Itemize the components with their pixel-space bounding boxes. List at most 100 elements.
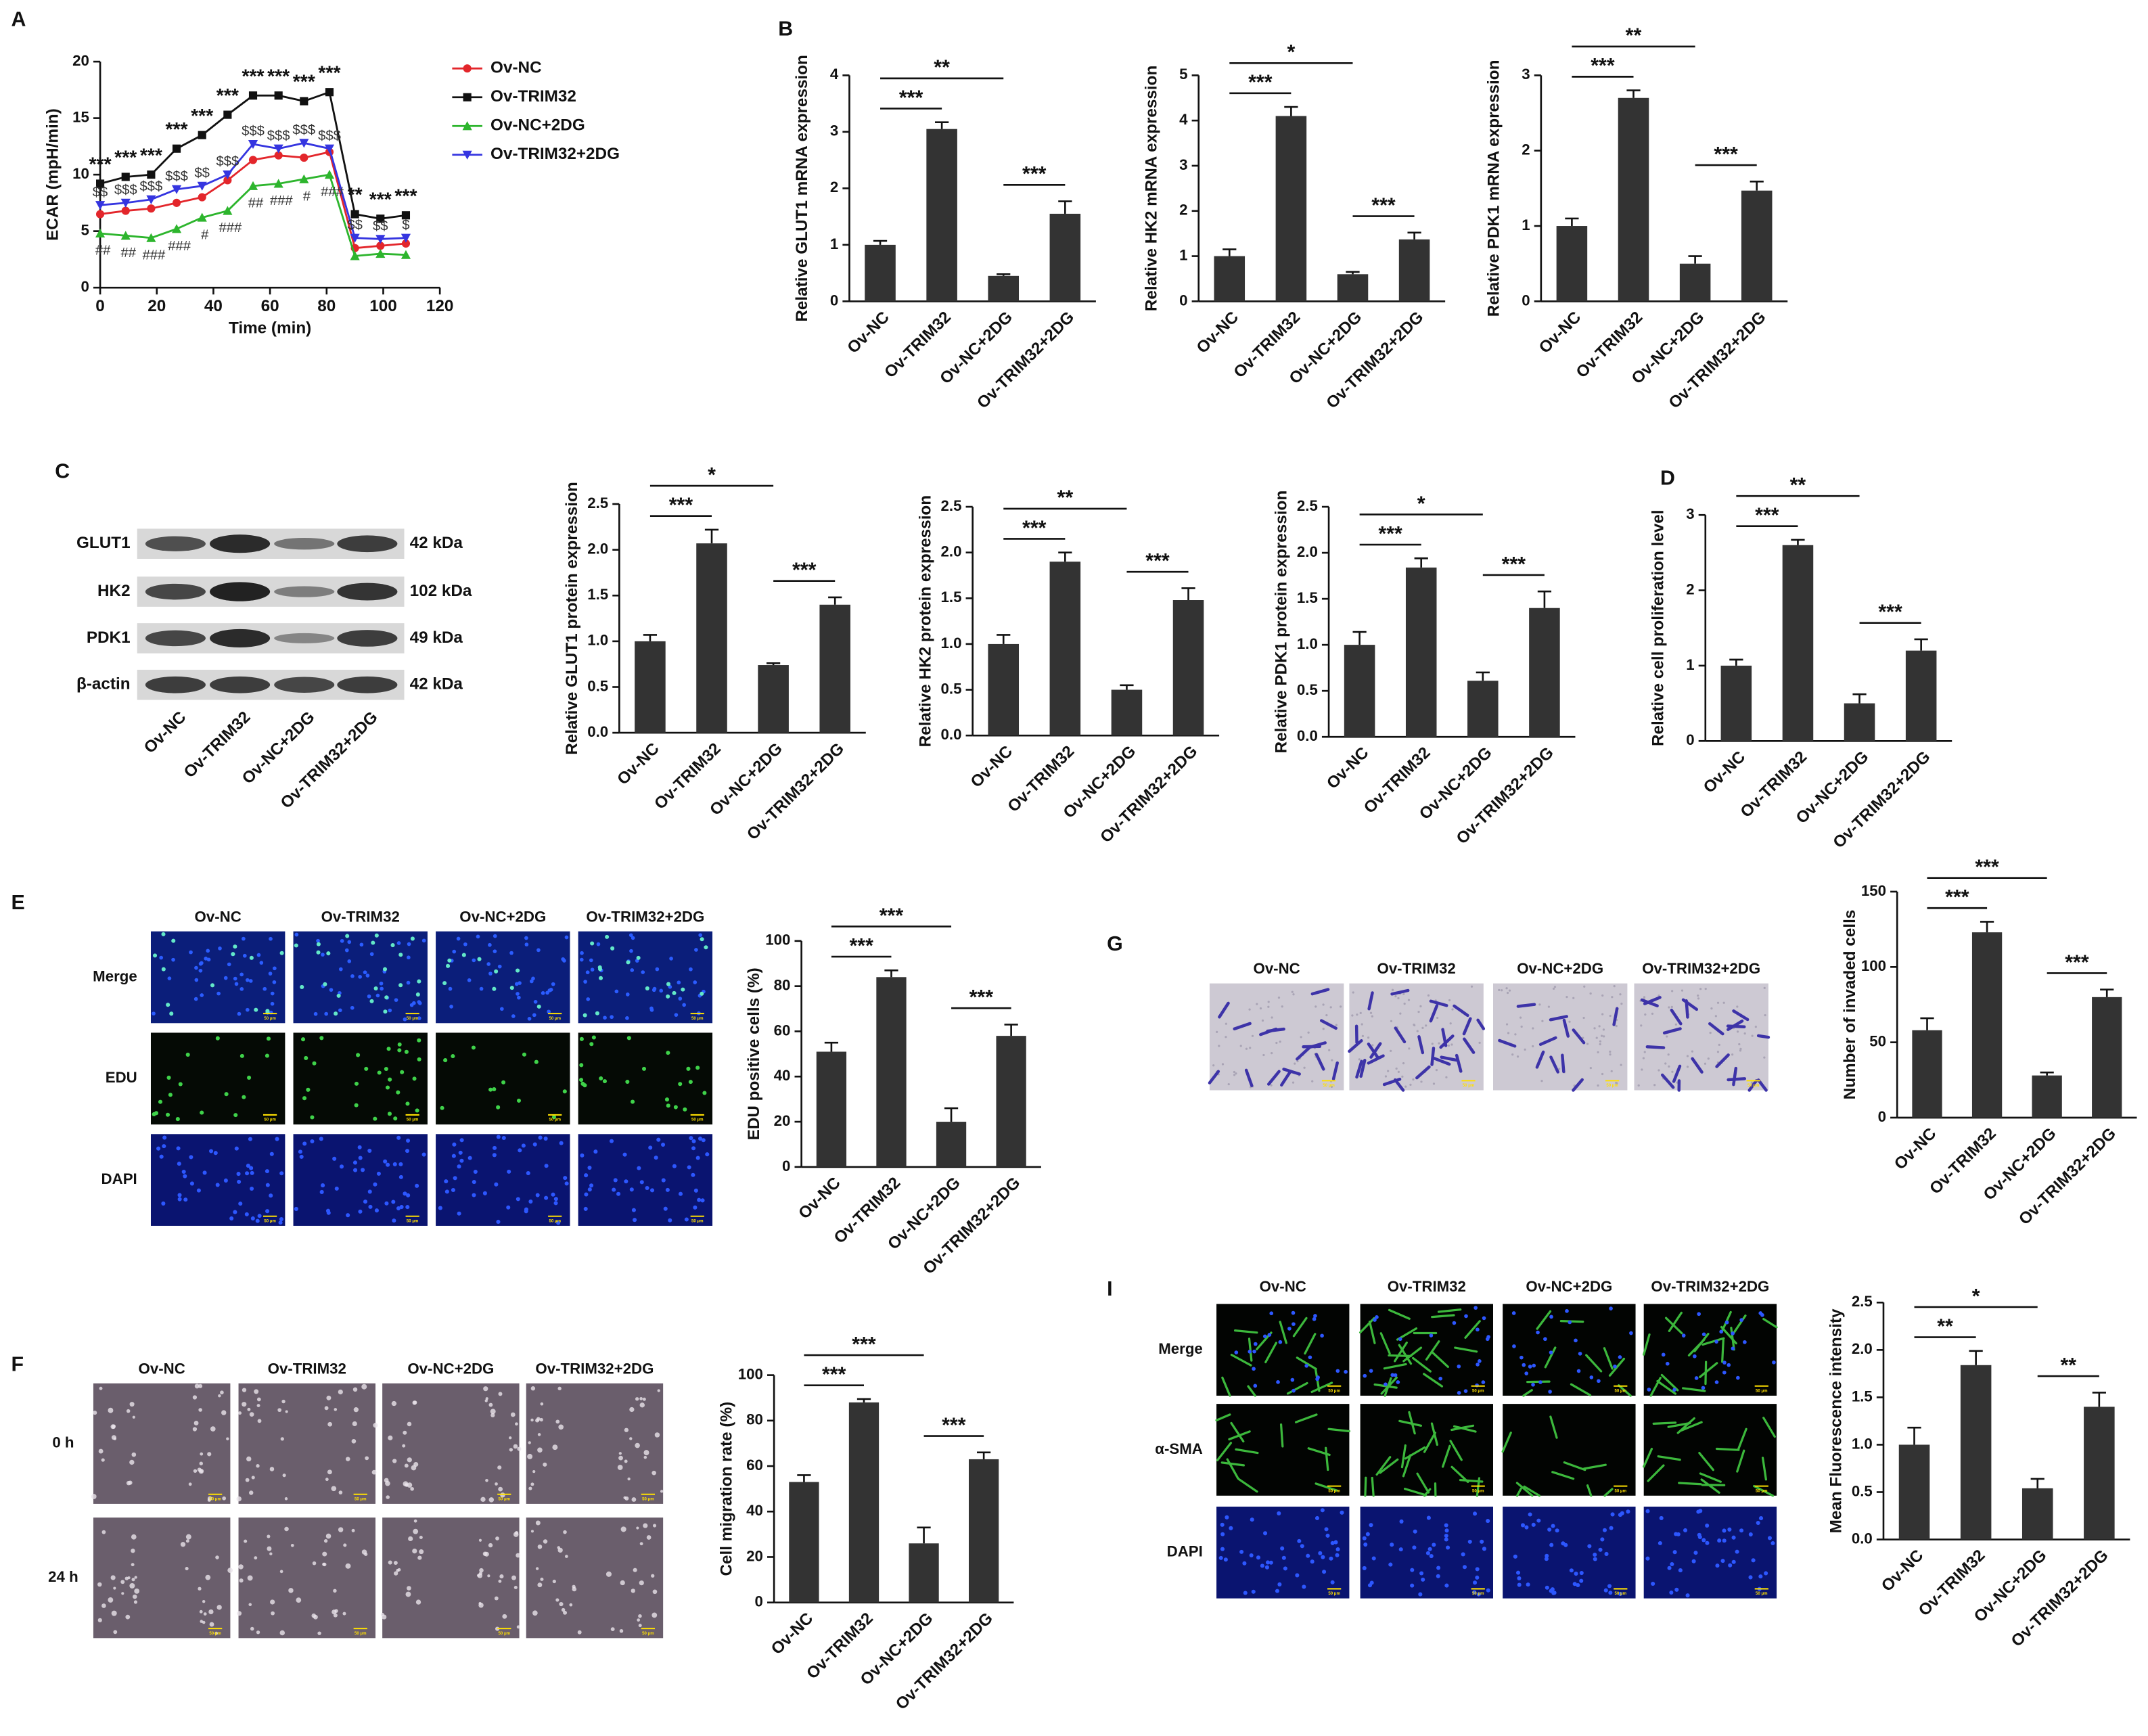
cell bbox=[621, 1526, 626, 1532]
cell bbox=[101, 1603, 106, 1608]
cell bbox=[524, 1209, 528, 1213]
cell bbox=[517, 996, 521, 1000]
cell bbox=[1568, 1321, 1572, 1325]
cell bbox=[1277, 1511, 1281, 1515]
bar bbox=[988, 276, 1019, 302]
annotation: $$$ bbox=[267, 129, 290, 143]
cell bbox=[522, 1053, 526, 1057]
cell bbox=[1306, 1554, 1310, 1558]
cell bbox=[593, 1149, 597, 1153]
cell bbox=[306, 1088, 310, 1092]
scale-bar-label: 50 μm bbox=[1463, 1084, 1475, 1088]
cell bbox=[579, 1078, 583, 1082]
bar bbox=[1344, 645, 1375, 737]
cell bbox=[1300, 1544, 1304, 1548]
cell bbox=[298, 1149, 302, 1153]
point bbox=[300, 97, 308, 105]
annotation: $$$ bbox=[292, 122, 315, 137]
cell bbox=[1743, 1340, 1747, 1344]
cell bbox=[1697, 997, 1699, 999]
cell bbox=[198, 1587, 201, 1591]
cell bbox=[101, 1458, 105, 1461]
cell bbox=[1450, 1043, 1453, 1045]
cell bbox=[1398, 1337, 1402, 1341]
cell bbox=[1486, 1519, 1490, 1523]
cell bbox=[1262, 1054, 1264, 1056]
bar bbox=[1529, 608, 1560, 737]
cell bbox=[1451, 1008, 1453, 1010]
cell bbox=[643, 1450, 649, 1455]
cell bbox=[327, 1211, 331, 1215]
cell bbox=[1674, 1588, 1678, 1592]
cell bbox=[1316, 1375, 1320, 1379]
cell bbox=[1330, 1006, 1332, 1008]
cell bbox=[257, 1404, 260, 1407]
cell bbox=[700, 937, 704, 941]
cell bbox=[112, 1425, 116, 1429]
cell bbox=[629, 1437, 632, 1440]
panel-letter: C bbox=[55, 460, 70, 482]
cell bbox=[1755, 1026, 1757, 1028]
cell bbox=[495, 1536, 499, 1540]
cell bbox=[189, 1482, 192, 1486]
cell bbox=[340, 1164, 344, 1168]
cell bbox=[1643, 1057, 1645, 1059]
cell bbox=[1506, 1023, 1508, 1025]
panel-letter: F bbox=[11, 1353, 24, 1375]
cell bbox=[569, 1603, 572, 1607]
cell bbox=[97, 1582, 101, 1586]
cell bbox=[487, 1574, 490, 1577]
cell bbox=[1536, 1331, 1540, 1335]
cell bbox=[606, 1572, 612, 1577]
cell bbox=[312, 1061, 316, 1066]
y-axis-label: EDU positive cells (%) bbox=[745, 967, 763, 1140]
cell bbox=[541, 991, 545, 995]
cell bbox=[417, 1556, 421, 1560]
point bbox=[173, 145, 181, 153]
cell bbox=[528, 1487, 532, 1490]
cell bbox=[1476, 1567, 1480, 1571]
cell bbox=[638, 1614, 642, 1618]
x-tick-label: 80 bbox=[317, 297, 336, 315]
cell bbox=[413, 1529, 418, 1534]
bar bbox=[817, 1052, 846, 1167]
cell bbox=[506, 1206, 510, 1210]
significance-label: ** bbox=[1937, 1315, 1953, 1338]
cell bbox=[265, 1053, 269, 1057]
y-tick-label: 3 bbox=[1179, 156, 1187, 173]
cell bbox=[534, 1000, 538, 1004]
cell bbox=[1396, 1068, 1398, 1070]
cell bbox=[639, 1580, 644, 1585]
cell bbox=[589, 1042, 593, 1046]
y-tick-label: 4 bbox=[830, 66, 839, 83]
cell bbox=[536, 949, 541, 953]
cell bbox=[1300, 1036, 1302, 1038]
cell bbox=[200, 1453, 203, 1456]
cell bbox=[339, 967, 343, 972]
cell bbox=[1409, 1084, 1411, 1086]
cell bbox=[1613, 1365, 1617, 1369]
cell bbox=[1732, 1536, 1736, 1540]
y-axis-label: Relative PDK1 protein expression bbox=[1273, 490, 1291, 754]
cell bbox=[319, 1137, 323, 1141]
scale-bar-label: 50 μm bbox=[264, 1219, 276, 1223]
y-tick-label: 50 bbox=[1869, 1033, 1886, 1050]
cell bbox=[1266, 1560, 1270, 1564]
cell bbox=[153, 953, 157, 957]
cell bbox=[1739, 1049, 1741, 1051]
y-tick-label: 20 bbox=[774, 1112, 791, 1129]
significance-label: *** bbox=[852, 1333, 876, 1356]
y-tick-label: 2.0 bbox=[941, 543, 962, 560]
cell bbox=[186, 1539, 189, 1543]
cell bbox=[242, 1388, 246, 1392]
cell bbox=[486, 962, 490, 966]
cell bbox=[1668, 1006, 1670, 1008]
cell bbox=[496, 1220, 500, 1224]
y-tick-label: 3 bbox=[830, 122, 838, 139]
cell bbox=[403, 1191, 407, 1195]
cell bbox=[183, 1197, 187, 1202]
cell bbox=[698, 933, 702, 937]
cell bbox=[410, 1487, 414, 1491]
image-background bbox=[578, 1032, 712, 1124]
image-background bbox=[93, 1384, 230, 1504]
